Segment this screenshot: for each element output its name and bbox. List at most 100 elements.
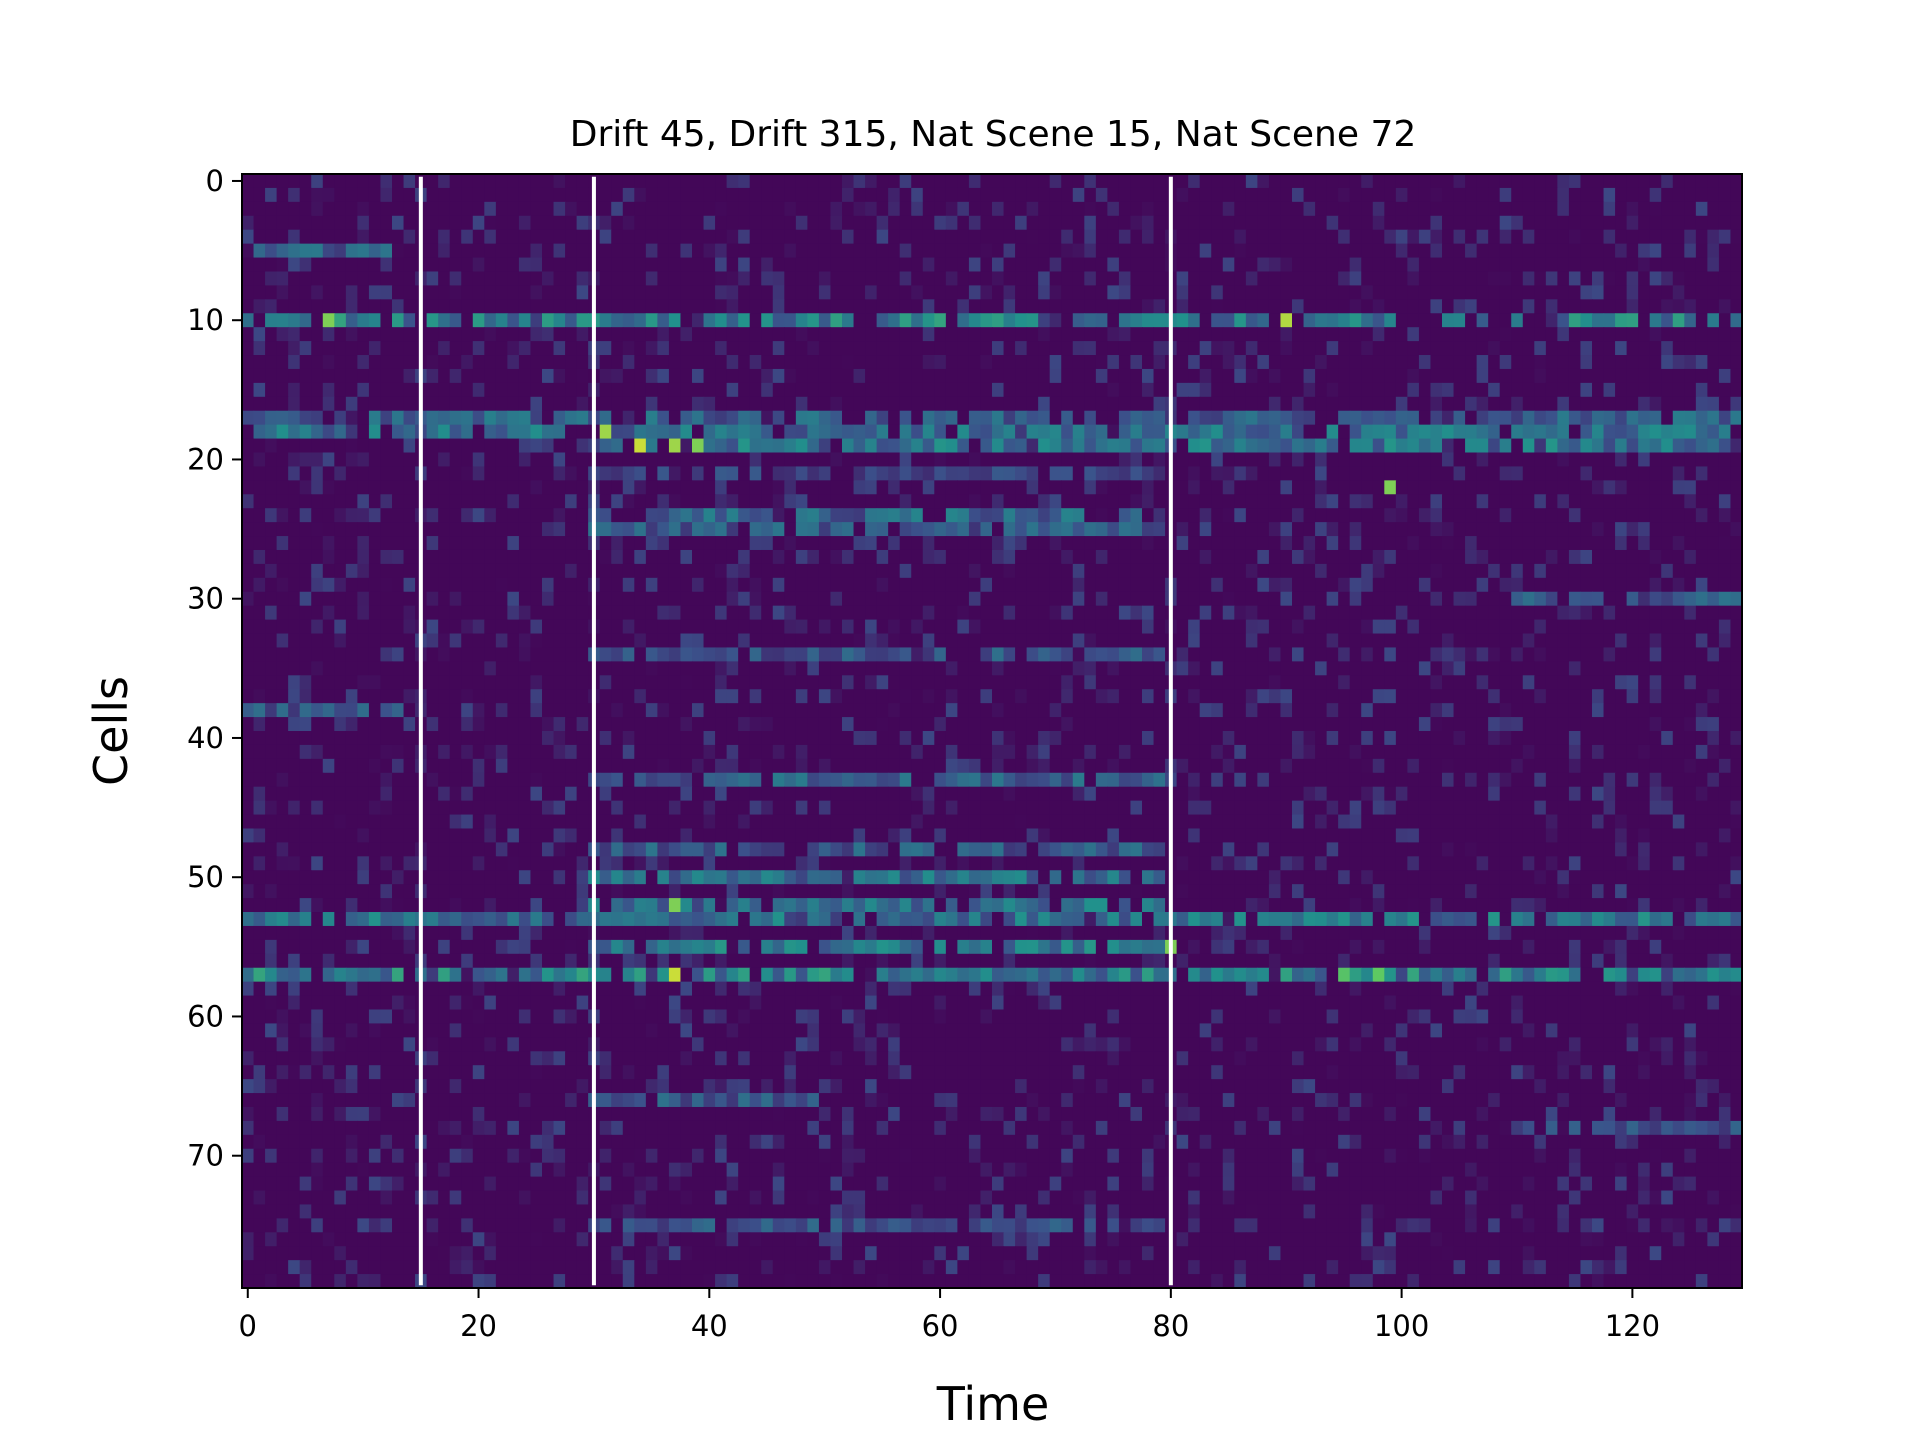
heatmap-cell bbox=[1084, 536, 1097, 551]
heatmap-cell bbox=[461, 438, 474, 454]
heatmap-cell bbox=[1153, 549, 1166, 565]
heatmap-cell bbox=[1315, 577, 1328, 593]
heatmap-cell bbox=[807, 187, 820, 203]
heatmap-cell bbox=[1476, 410, 1489, 426]
heatmap-cell bbox=[484, 313, 497, 328]
heatmap-cell bbox=[784, 661, 797, 676]
heatmap-cell bbox=[1488, 355, 1501, 370]
heatmap-cell bbox=[530, 424, 543, 440]
heatmap-cell bbox=[242, 591, 255, 607]
heatmap-cell bbox=[1384, 549, 1397, 565]
heatmap-cell bbox=[1407, 187, 1420, 203]
heatmap-cell bbox=[1661, 647, 1674, 662]
heatmap-cell bbox=[1257, 633, 1270, 649]
heatmap-cell bbox=[576, 675, 589, 690]
heatmap-cell bbox=[1026, 327, 1039, 342]
heatmap-cell bbox=[1176, 689, 1189, 704]
heatmap-cell bbox=[484, 341, 497, 356]
heatmap-cell bbox=[553, 299, 566, 314]
heatmap-cell bbox=[1245, 522, 1258, 537]
heatmap-cell bbox=[1592, 480, 1605, 495]
heatmap-cell bbox=[507, 243, 520, 259]
heatmap-cell bbox=[242, 368, 255, 384]
heatmap-cell bbox=[1580, 271, 1593, 287]
heatmap-cell bbox=[1153, 633, 1166, 649]
heatmap-cell bbox=[542, 243, 555, 259]
heatmap-cell bbox=[484, 396, 497, 412]
heatmap-cell bbox=[518, 271, 532, 287]
heatmap-cell bbox=[1453, 438, 1466, 454]
heatmap-cell bbox=[426, 243, 439, 259]
heatmap-cell bbox=[1245, 396, 1258, 412]
heatmap-cell bbox=[1407, 480, 1420, 495]
heatmap-cell bbox=[1038, 243, 1051, 259]
heatmap-cell bbox=[1511, 215, 1524, 231]
heatmap-cell bbox=[368, 410, 382, 426]
heatmap-cell bbox=[865, 675, 878, 690]
heatmap-cell bbox=[345, 675, 358, 690]
heatmap-cell bbox=[1199, 174, 1212, 189]
heatmap-cell bbox=[1534, 299, 1547, 314]
heatmap-cell bbox=[1615, 605, 1628, 621]
heatmap-cell bbox=[542, 271, 555, 287]
heatmap-cell bbox=[1418, 536, 1432, 551]
heatmap-cell bbox=[1153, 661, 1166, 676]
heatmap-cell bbox=[392, 577, 405, 593]
heatmap-cell bbox=[645, 522, 658, 537]
heatmap-cell bbox=[461, 703, 474, 718]
heatmap-cell bbox=[934, 661, 947, 676]
heatmap-cell bbox=[1257, 619, 1270, 635]
heatmap-cell bbox=[980, 480, 993, 495]
heatmap-cell bbox=[945, 313, 958, 328]
heatmap-cell bbox=[911, 522, 924, 537]
heatmap-cell bbox=[1038, 536, 1051, 551]
heatmap-cell bbox=[738, 591, 751, 607]
heatmap-cell bbox=[634, 313, 647, 328]
heatmap-cell bbox=[472, 563, 485, 579]
heatmap-cell bbox=[1268, 368, 1282, 384]
heatmap-cell bbox=[1107, 257, 1120, 273]
heatmap-cell bbox=[611, 689, 624, 704]
heatmap-cell bbox=[1418, 633, 1432, 649]
heatmap-cell bbox=[1442, 438, 1455, 454]
heatmap-cell bbox=[703, 438, 716, 454]
heatmap-cell bbox=[634, 396, 647, 412]
heatmap-cell bbox=[1361, 257, 1374, 273]
heatmap-cell bbox=[461, 563, 474, 579]
heatmap-cell bbox=[1476, 563, 1489, 579]
heatmap-cell bbox=[1545, 257, 1558, 273]
heatmap-cell bbox=[1592, 536, 1605, 551]
heatmap-cell bbox=[1615, 355, 1628, 370]
heatmap-cell bbox=[1222, 647, 1235, 662]
heatmap-cell bbox=[761, 327, 774, 342]
heatmap-cell bbox=[368, 285, 382, 300]
heatmap-cell bbox=[784, 549, 797, 565]
heatmap-cell bbox=[1280, 480, 1293, 495]
heatmap-cell bbox=[311, 438, 324, 454]
heatmap-cell bbox=[807, 480, 820, 495]
heatmap-cell bbox=[1511, 536, 1524, 551]
heatmap-cell bbox=[1326, 271, 1339, 287]
heatmap-cell bbox=[1488, 174, 1501, 189]
heatmap-cell bbox=[1384, 494, 1397, 509]
heatmap-cell bbox=[657, 577, 670, 593]
heatmap-cell bbox=[1372, 591, 1385, 607]
heatmap-cell bbox=[1407, 661, 1420, 676]
heatmap-cell bbox=[1557, 480, 1570, 495]
heatmap-cell bbox=[1718, 355, 1732, 370]
heatmap-cell bbox=[634, 187, 647, 203]
heatmap-cell bbox=[1707, 675, 1720, 690]
heatmap-cell bbox=[1072, 480, 1085, 495]
heatmap-cell bbox=[1338, 536, 1351, 551]
heatmap-cell bbox=[1153, 563, 1166, 579]
heatmap-cell bbox=[1084, 382, 1097, 398]
heatmap-cell bbox=[1384, 368, 1397, 384]
heatmap-cell bbox=[345, 689, 358, 704]
heatmap-cell bbox=[865, 285, 878, 300]
heatmap-cell bbox=[472, 689, 485, 704]
heatmap-cell bbox=[495, 285, 508, 300]
heatmap-cell bbox=[1234, 187, 1247, 203]
heatmap-cell bbox=[1453, 661, 1466, 676]
heatmap-cell bbox=[1211, 508, 1224, 523]
heatmap-cell bbox=[1084, 563, 1097, 579]
